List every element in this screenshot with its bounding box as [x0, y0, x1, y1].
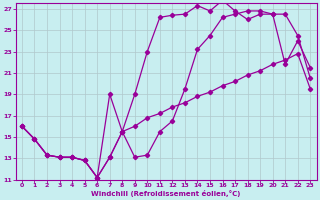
- X-axis label: Windchill (Refroidissement éolien,°C): Windchill (Refroidissement éolien,°C): [92, 190, 241, 197]
